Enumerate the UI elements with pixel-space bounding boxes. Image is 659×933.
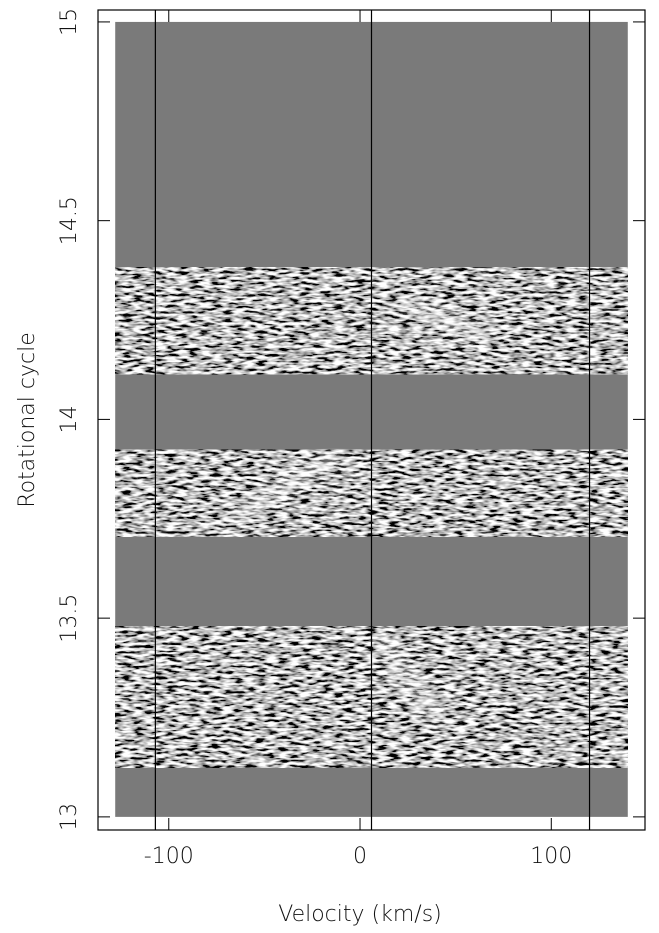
y-axis-label: Rotational cycle (15, 332, 40, 507)
y-tick-label: 14.5 (57, 196, 82, 245)
x-tick-label: -100 (144, 844, 194, 869)
y-tick-label: 13 (57, 803, 82, 831)
x-tick-label: 0 (353, 844, 367, 869)
x-tick-label: 100 (530, 844, 572, 869)
y-tick-label: 15 (57, 8, 82, 36)
y-tick-label: 13.5 (57, 594, 82, 643)
bright-streak (226, 449, 345, 525)
bright-streak (373, 633, 446, 726)
y-tick-label: 14 (57, 405, 82, 433)
x-axis-label: Velocity (km/s) (278, 902, 442, 927)
plot-frame (97, 9, 646, 831)
bright-streak (397, 293, 493, 347)
